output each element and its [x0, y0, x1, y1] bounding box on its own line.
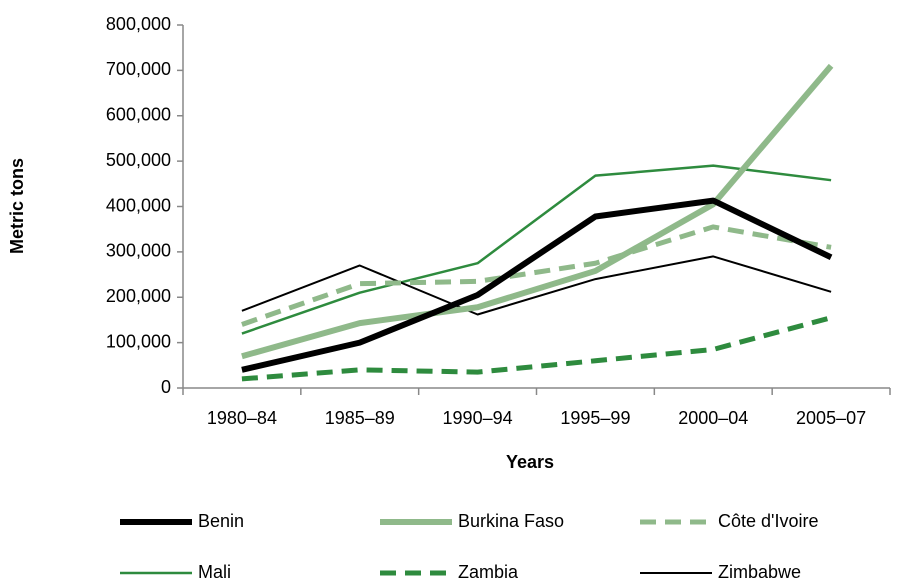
legend-label: Zambia: [458, 562, 519, 582]
y-tick-label: 800,000: [106, 14, 171, 34]
series-line: [241, 197, 833, 373]
x-tick-label: 2005–07: [796, 408, 866, 428]
x-tick-label: 1980–84: [207, 408, 277, 428]
x-tick-label: 1995–99: [560, 408, 630, 428]
y-tick-label: 100,000: [106, 331, 171, 351]
x-tick-label: 1990–94: [443, 408, 513, 428]
y-tick-label: 700,000: [106, 59, 171, 79]
y-tick-label: 600,000: [106, 105, 171, 125]
legend-label: Zimbabwe: [718, 562, 801, 582]
x-tick-label: 1985–89: [325, 408, 395, 428]
x-axis-title: Years: [506, 452, 554, 472]
x-tick-label: 2000–04: [678, 408, 748, 428]
y-tick-label: 200,000: [106, 286, 171, 306]
y-tick-label: 300,000: [106, 241, 171, 261]
legend-label: Mali: [198, 562, 231, 582]
y-tick-label: 400,000: [106, 195, 171, 215]
legend-label: Burkina Faso: [458, 511, 564, 531]
legend-label: Benin: [198, 511, 244, 531]
y-axis-title: Metric tons: [7, 158, 27, 254]
y-tick-label: 500,000: [106, 150, 171, 170]
series-line: [241, 164, 832, 335]
y-tick-label: 0: [161, 377, 171, 397]
series-line: [241, 63, 834, 360]
series-line: [241, 224, 832, 327]
legend-label: Côte d'Ivoire: [718, 511, 819, 531]
series-line: [241, 255, 832, 316]
